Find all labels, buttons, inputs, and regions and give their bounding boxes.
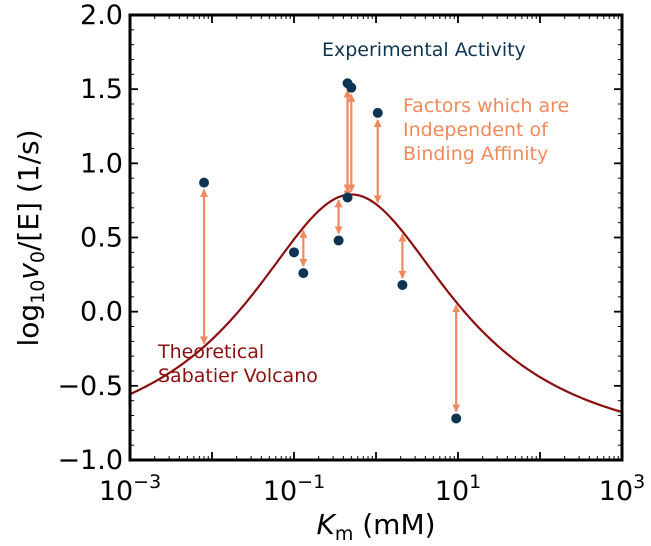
sabatier-volcano-curve (130, 193, 622, 414)
data-point-8 (372, 107, 383, 118)
y-tick-label-1: −1.0 (57, 445, 123, 476)
data-point-7 (346, 82, 357, 93)
y-axis-label-varsub: 0 (27, 251, 49, 263)
y-tick-label-6: 1.5 (80, 74, 123, 105)
tick-layer: 10−3 10−1 101 103 −1.0 −0.5 0.0 0.5 1.0 1.5 2.0 (57, 0, 645, 507)
annotation-experimental-activity: Experimental Activity (322, 39, 526, 61)
y-axis-label-sub: 10 (27, 280, 49, 304)
y-tick-label-7: 2.0 (80, 0, 123, 31)
y-tick-label-5: 1.0 (80, 148, 123, 179)
x-tick-label-4: 103 (599, 471, 645, 507)
data-point-10 (451, 413, 462, 424)
x-tick-label-3: 101 (435, 471, 481, 507)
x-axis-label-sub: m (335, 523, 354, 545)
data-point-4 (333, 235, 344, 246)
x-axis-label: Km (mM) (316, 508, 435, 545)
y-axis-label-pre: log (12, 304, 45, 347)
data-point-3 (298, 268, 309, 279)
y-axis-label: log10v0/[E] (1/s) (12, 129, 49, 346)
x-axis-label-base: K (316, 508, 337, 541)
annotation-factors-line-3: Binding Affinity (403, 143, 548, 165)
x-tick-label-1: 10−3 (99, 471, 161, 507)
data-point-5 (342, 192, 353, 203)
x-tick-label-2: 10−1 (263, 471, 325, 507)
data-point-1 (199, 177, 210, 188)
y-axis-label-var: v (12, 263, 45, 280)
annotation-theoretical-line-2: Sabatier Volcano (158, 365, 318, 387)
curve-layer (130, 193, 622, 414)
y-tick-label-4: 0.5 (80, 223, 123, 254)
annotation-factors-line-1: Factors which are (403, 95, 569, 117)
annotation-factors-line-2: Independent of (403, 119, 549, 141)
y-tick-label-3: 0.0 (80, 297, 123, 328)
y-tick-label-2: −0.5 (57, 371, 123, 402)
arrow-layer (200, 89, 461, 413)
data-point-2 (289, 247, 299, 258)
data-point-9 (397, 279, 408, 290)
annotation-theoretical-line-1: Theoretical (157, 341, 264, 363)
y-axis-label-rest: /[E] (1/s) (12, 129, 45, 251)
x-axis-label-rest: (mM) (353, 508, 435, 541)
point-layer (199, 78, 462, 424)
